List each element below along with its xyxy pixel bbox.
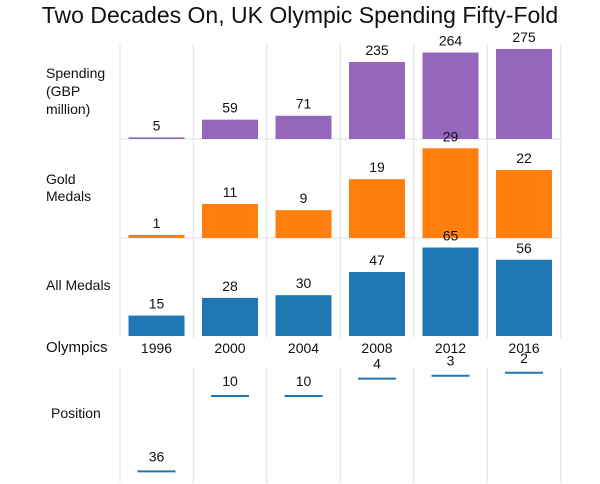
x-tick-label: 2012 bbox=[435, 340, 466, 356]
data-label: 10 bbox=[296, 373, 312, 389]
bar bbox=[422, 247, 479, 336]
data-label: 65 bbox=[443, 228, 459, 244]
data-label: 29 bbox=[443, 128, 459, 144]
x-axis-label: Olympics bbox=[46, 339, 108, 356]
panel-label: Spending bbox=[46, 65, 105, 81]
data-label: 4 bbox=[373, 356, 381, 372]
chart-title: Two Decades On, UK Olympic Spending Fift… bbox=[41, 2, 559, 28]
data-label: 56 bbox=[516, 240, 532, 256]
data-label: 2 bbox=[520, 350, 528, 366]
data-label: 10 bbox=[222, 373, 238, 389]
data-label: 5 bbox=[153, 117, 161, 133]
data-label: 36 bbox=[149, 448, 165, 464]
data-label: 30 bbox=[296, 275, 312, 291]
bar bbox=[202, 297, 258, 336]
data-label: 9 bbox=[300, 190, 308, 206]
bar bbox=[275, 295, 332, 336]
data-label: 15 bbox=[149, 296, 165, 312]
bar bbox=[349, 62, 405, 139]
panel-label: Gold bbox=[46, 171, 76, 187]
bar bbox=[128, 234, 185, 238]
data-label: 3 bbox=[447, 353, 455, 369]
panel-label: Position bbox=[51, 405, 101, 421]
x-tick-label: 2008 bbox=[361, 340, 392, 356]
grid-layer bbox=[119, 44, 562, 483]
bar bbox=[496, 48, 552, 140]
label-layer: Spending (GBP million) 5 59 71 235 264 275 GoldMe… bbox=[46, 29, 540, 464]
bar bbox=[496, 169, 552, 238]
bar bbox=[128, 315, 185, 336]
panel-label: All Medals bbox=[46, 277, 111, 293]
data-label: 19 bbox=[369, 159, 385, 175]
panel-label: million) bbox=[46, 101, 90, 117]
x-tick-label: 1996 bbox=[141, 340, 172, 356]
x-tick-label: 2000 bbox=[214, 340, 245, 356]
bar bbox=[422, 148, 479, 238]
data-label: 71 bbox=[296, 96, 312, 112]
bar bbox=[349, 272, 405, 336]
data-label: 1 bbox=[153, 215, 161, 231]
bar bbox=[128, 137, 185, 139]
bar bbox=[422, 52, 479, 139]
data-label: 11 bbox=[223, 184, 238, 200]
marks-layer bbox=[128, 48, 552, 473]
panel-label: Medals bbox=[46, 188, 91, 204]
data-label: 264 bbox=[439, 33, 463, 49]
data-label: 22 bbox=[516, 150, 532, 166]
bar bbox=[202, 119, 258, 139]
data-label: 28 bbox=[222, 278, 238, 294]
data-label: 47 bbox=[369, 252, 385, 268]
x-tick-label: 2016 bbox=[508, 340, 539, 356]
bar bbox=[275, 210, 332, 238]
data-label: 235 bbox=[365, 42, 389, 58]
panel-label: (GBP bbox=[46, 83, 80, 99]
bar bbox=[275, 115, 332, 139]
data-label: 275 bbox=[512, 29, 536, 45]
bar bbox=[202, 203, 258, 238]
bar bbox=[349, 179, 405, 238]
data-label: 59 bbox=[222, 100, 238, 116]
bar bbox=[496, 259, 552, 336]
x-tick-label: 2004 bbox=[288, 340, 319, 356]
